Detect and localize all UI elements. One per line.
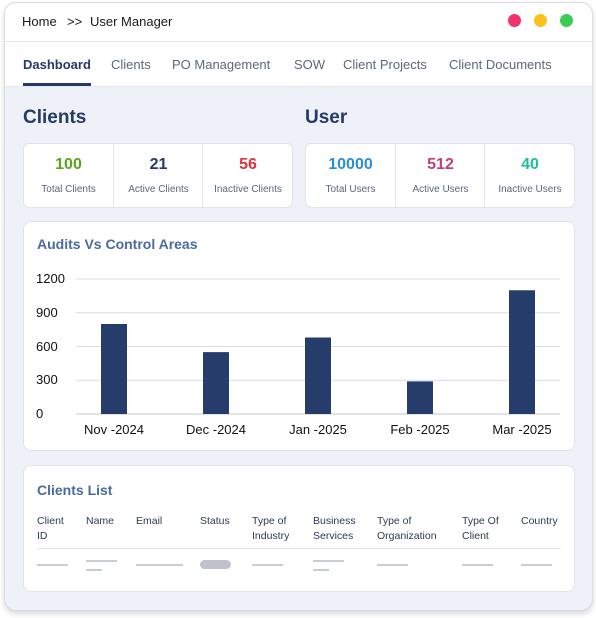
audits-chart-card: Audits Vs Control Areas 1200 900 600 300 0 N… bbox=[23, 221, 575, 451]
breadcrumb-home[interactable]: Home bbox=[22, 14, 57, 29]
stat-total-users: 10000 Total Users bbox=[306, 144, 395, 207]
stat-inactive-clients: 56 Inactive Clients bbox=[202, 144, 293, 207]
bar[interactable] bbox=[509, 290, 535, 414]
stat-label: Total Clients bbox=[41, 184, 96, 195]
clients-stats-card: 100 Total Clients 21 Active Clients 56 I… bbox=[23, 143, 293, 208]
bar[interactable] bbox=[203, 352, 229, 414]
stat-active-users: 512 Active Users bbox=[395, 144, 485, 207]
placeholder-client-type bbox=[462, 564, 493, 566]
stat-label: Active Users bbox=[412, 184, 469, 195]
close-window-icon[interactable] bbox=[508, 14, 521, 27]
column-header-type-of-client[interactable]: Type Of Client bbox=[462, 515, 499, 542]
stat-value: 100 bbox=[55, 156, 82, 173]
y-tick-label: 1200 bbox=[36, 271, 65, 286]
placeholder-organization bbox=[377, 564, 408, 566]
stat-inactive-users: 40 Inactive Users bbox=[484, 144, 575, 207]
column-header-type-of-industry[interactable]: Type of Industry bbox=[252, 515, 290, 542]
column-header-business-services[interactable]: Business Services bbox=[313, 515, 356, 542]
clients-list-title: Clients List bbox=[37, 482, 113, 498]
chart-title: Audits Vs Control Areas bbox=[37, 236, 198, 252]
x-tick-label: Feb -2025 bbox=[390, 422, 450, 437]
tab-clients[interactable]: Clients bbox=[111, 57, 151, 72]
maximize-window-icon[interactable] bbox=[560, 14, 573, 27]
tab-dashboard[interactable]: Dashboard bbox=[23, 57, 91, 72]
column-header-country[interactable]: Country bbox=[521, 515, 558, 527]
tab-client-projects[interactable]: Client Projects bbox=[343, 57, 427, 72]
user-manager-window: Home >> User Manager Dashboard Clients P… bbox=[4, 2, 593, 611]
placeholder-industry bbox=[252, 564, 283, 566]
stat-active-clients: 21 Active Clients bbox=[113, 144, 203, 207]
stat-value: 56 bbox=[239, 156, 257, 173]
stat-value: 10000 bbox=[328, 156, 373, 173]
stat-value: 21 bbox=[149, 156, 168, 173]
placeholder-business-services bbox=[313, 560, 344, 562]
breadcrumb-separator: >> bbox=[67, 14, 83, 29]
column-header-email[interactable]: Email bbox=[136, 515, 163, 527]
title-bar: Home >> User Manager bbox=[5, 3, 592, 42]
header-divider bbox=[37, 548, 561, 549]
column-header-status[interactable]: Status bbox=[200, 515, 230, 527]
y-tick-label: 600 bbox=[36, 338, 58, 354]
bar-chart bbox=[76, 278, 560, 415]
placeholder-country bbox=[521, 564, 552, 566]
x-tick-label: Nov -2024 bbox=[84, 422, 144, 437]
minimize-window-icon[interactable] bbox=[534, 14, 547, 27]
placeholder-business-services-line2 bbox=[313, 569, 329, 571]
stat-value: 512 bbox=[427, 156, 454, 173]
bar[interactable] bbox=[101, 324, 127, 414]
placeholder-status-badge bbox=[200, 560, 231, 569]
tab-po-management[interactable]: PO Management bbox=[172, 57, 271, 72]
clients-section-title: Clients bbox=[23, 107, 87, 128]
y-tick-label: 0 bbox=[36, 406, 44, 421]
placeholder-name bbox=[86, 560, 117, 562]
stat-label: Inactive Clients bbox=[214, 184, 282, 195]
placeholder-client-id bbox=[37, 564, 68, 566]
y-tick-label: 300 bbox=[36, 372, 58, 388]
bar[interactable] bbox=[305, 337, 331, 415]
user-section-title: User bbox=[305, 107, 348, 128]
y-tick-label: 900 bbox=[36, 304, 58, 320]
column-header-type-of-organization[interactable]: Type of Organization bbox=[377, 515, 437, 542]
column-header-client-id[interactable]: Client ID bbox=[37, 515, 64, 542]
stat-label: Total Users bbox=[325, 184, 376, 195]
bar[interactable] bbox=[407, 381, 433, 414]
x-tick-label: Mar -2025 bbox=[492, 422, 552, 437]
active-tab-indicator bbox=[23, 83, 91, 86]
tab-sow[interactable]: SOW bbox=[294, 57, 326, 72]
tab-client-documents[interactable]: Client Documents bbox=[449, 57, 552, 72]
placeholder-name-line2 bbox=[86, 569, 102, 571]
column-header-name[interactable]: Name bbox=[86, 515, 115, 527]
placeholder-email bbox=[136, 564, 183, 566]
stat-total-clients: 100 Total Clients bbox=[24, 144, 113, 207]
tab-bar: Dashboard Clients PO Management SOW Clie… bbox=[5, 42, 592, 87]
x-tick-label: Jan -2025 bbox=[289, 422, 347, 437]
breadcrumb-current: User Manager bbox=[90, 14, 173, 29]
x-tick-label: Dec -2024 bbox=[186, 422, 246, 437]
stat-label: Inactive Users bbox=[498, 184, 562, 195]
clients-list-card: Clients List Client ID Name Email Status… bbox=[23, 465, 575, 592]
stat-value: 40 bbox=[521, 156, 539, 173]
stat-label: Active Clients bbox=[128, 184, 189, 195]
user-stats-card: 10000 Total Users 512 Active Users 40 In… bbox=[305, 143, 575, 208]
